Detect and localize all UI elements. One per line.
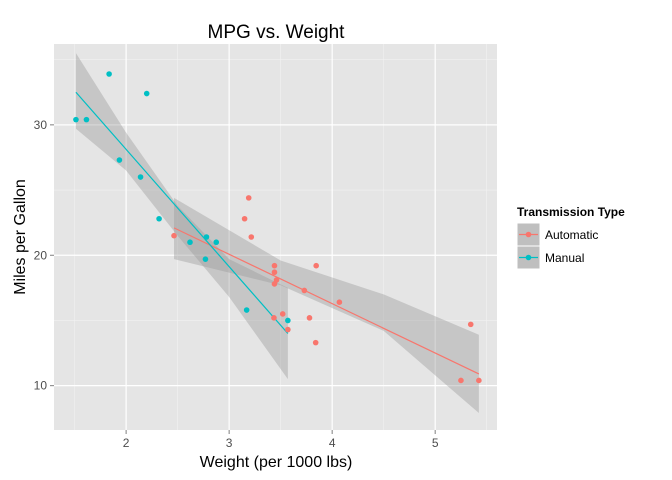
data-point-manual xyxy=(203,234,210,240)
y-tick-label: 20 xyxy=(34,248,48,262)
legend: Transmission Type Automatic Manual xyxy=(516,205,625,270)
data-point-automatic xyxy=(248,234,255,240)
x-tick-label: 2 xyxy=(123,436,130,450)
data-point-manual xyxy=(143,90,150,97)
data-point-manual xyxy=(202,256,209,262)
data-point-manual xyxy=(243,307,250,313)
x-tick-label: 3 xyxy=(226,436,233,450)
legend-label: Manual xyxy=(545,251,584,265)
x-axis-title: Weight (per 1000 lbs) xyxy=(200,454,353,471)
minor-gridlines xyxy=(54,44,497,430)
confidence-bands xyxy=(75,53,479,414)
legend-title: Transmission Type xyxy=(517,205,625,219)
x-tick-label: 4 xyxy=(329,436,336,450)
data-point-automatic xyxy=(336,299,343,306)
data-point-automatic xyxy=(279,311,286,317)
data-point-manual xyxy=(187,239,193,246)
data-point-automatic xyxy=(245,195,252,201)
data-point-automatic xyxy=(271,262,278,269)
fit-line-manual xyxy=(75,91,289,334)
legend-label: Automatic xyxy=(545,228,598,242)
plot-panel xyxy=(54,44,497,430)
data-point-automatic xyxy=(458,377,464,384)
confidence-band-manual xyxy=(75,53,288,380)
data-point-manual xyxy=(156,215,162,222)
y-tick-label: 30 xyxy=(34,118,48,132)
data-point-automatic xyxy=(467,321,474,328)
data-point-automatic xyxy=(285,326,291,333)
data-points xyxy=(73,71,482,384)
data-point-automatic xyxy=(271,281,278,287)
data-point-automatic xyxy=(312,339,319,346)
data-point-manual xyxy=(106,71,112,77)
data-point-manual xyxy=(137,174,144,180)
fit-lines xyxy=(75,91,480,375)
major-gridlines xyxy=(54,44,497,430)
data-point-automatic xyxy=(241,215,248,222)
data-point-manual xyxy=(116,157,123,163)
fit-line-automatic xyxy=(173,227,480,375)
data-point-automatic xyxy=(171,232,177,239)
data-point-automatic xyxy=(271,315,277,321)
data-point-automatic xyxy=(306,315,313,321)
data-point-manual xyxy=(73,116,79,123)
y-axis-ticks: 10 20 30 xyxy=(34,118,54,393)
data-point-automatic xyxy=(476,377,482,384)
y-tick-label: 10 xyxy=(34,379,48,393)
data-point-manual xyxy=(83,116,90,123)
data-point-automatic xyxy=(301,287,308,294)
chart-title: MPG vs. Weight xyxy=(208,22,346,43)
data-point-automatic xyxy=(313,262,319,269)
x-axis-ticks: 2 3 4 5 xyxy=(123,430,439,450)
data-point-manual xyxy=(213,239,220,246)
legend-key-point xyxy=(525,231,532,238)
data-point-automatic xyxy=(271,269,278,276)
x-tick-label: 5 xyxy=(432,436,439,450)
legend-key-point xyxy=(525,254,532,261)
confidence-band-automatic xyxy=(174,197,479,414)
y-axis-title: Miles per Gallon xyxy=(12,179,29,295)
data-point-manual xyxy=(285,317,291,324)
